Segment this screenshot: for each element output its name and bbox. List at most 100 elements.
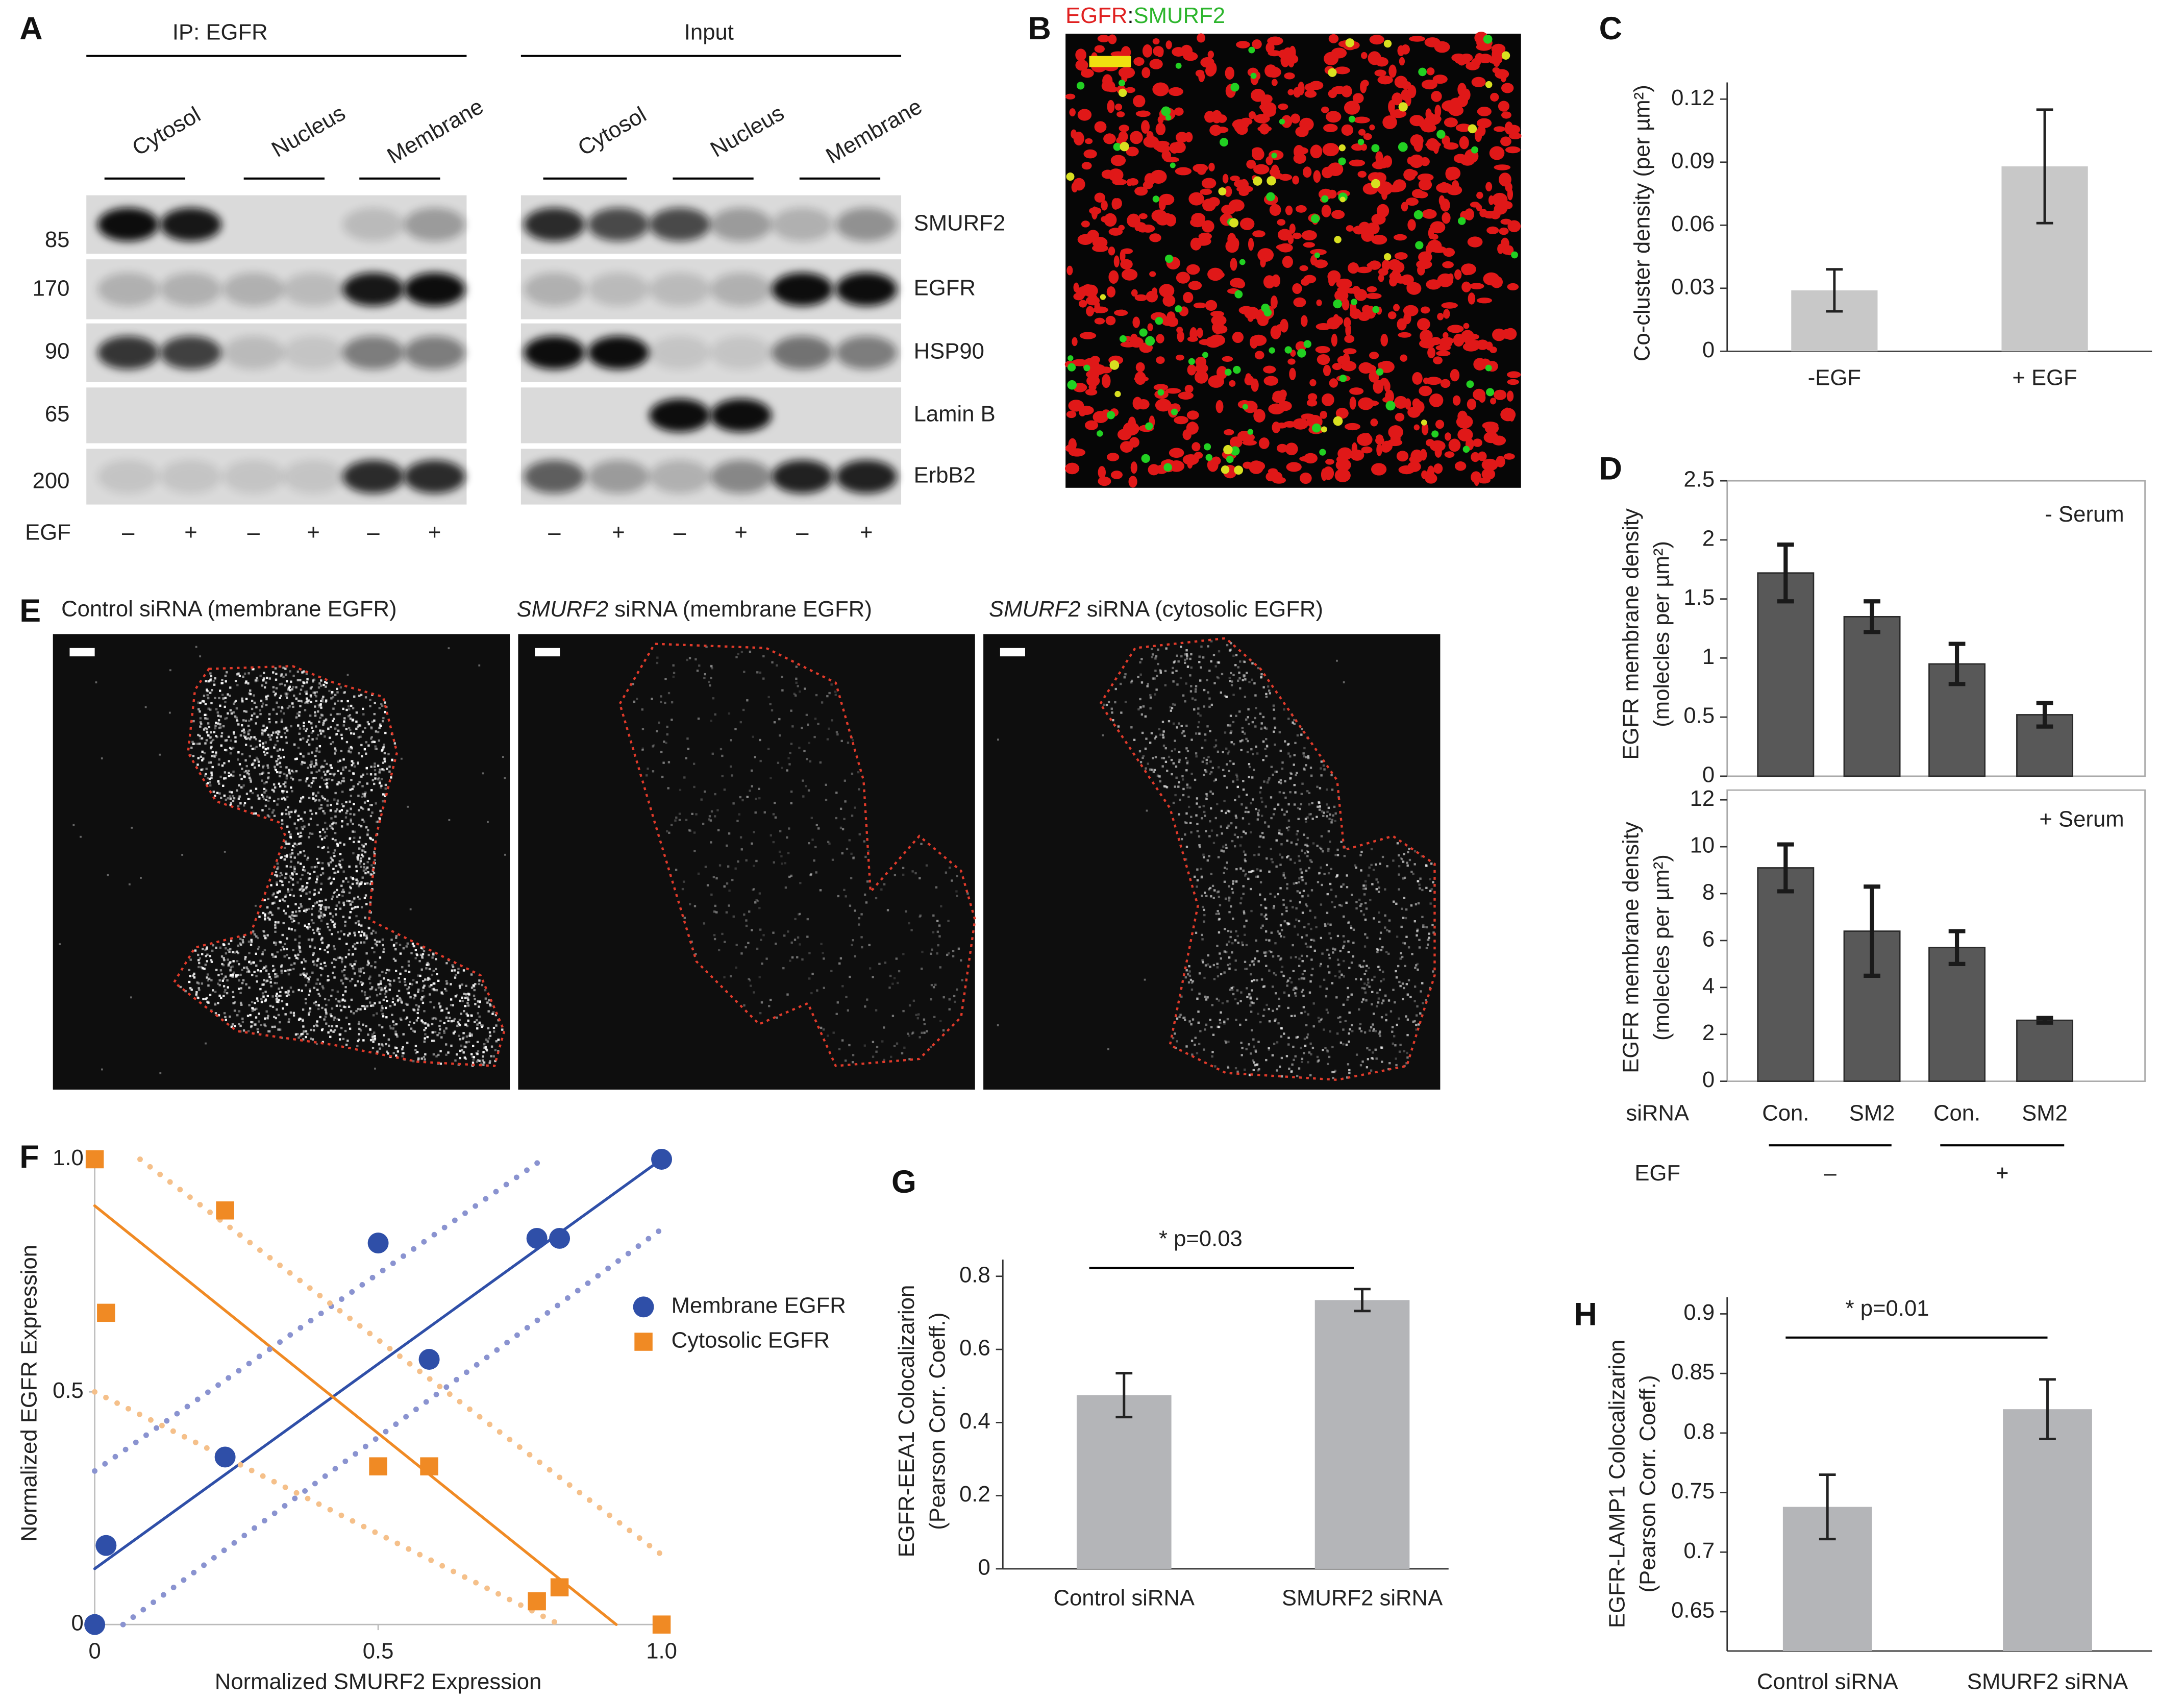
speckle — [294, 939, 296, 941]
red-spot — [1119, 125, 1129, 132]
speckle — [361, 844, 363, 846]
red-spot — [1477, 126, 1486, 136]
speckle — [287, 969, 289, 971]
speckle — [775, 817, 777, 819]
speckle — [323, 1018, 325, 1020]
speckle — [781, 689, 783, 691]
treatment-sign: + — [307, 520, 320, 545]
speckle — [235, 680, 237, 682]
red-spot — [1112, 179, 1127, 185]
speckle — [1201, 934, 1203, 936]
speckle — [226, 671, 228, 673]
red-spot — [1289, 224, 1296, 234]
speckle — [781, 676, 783, 678]
speckle — [845, 996, 847, 998]
green-spot — [1511, 252, 1518, 259]
green-spot — [1385, 401, 1395, 410]
red-spot — [1433, 75, 1448, 84]
speckle — [1301, 1061, 1303, 1063]
red-spot — [1443, 309, 1450, 318]
speckle — [410, 952, 412, 954]
speckle — [733, 916, 735, 918]
speckle — [239, 1025, 241, 1027]
speckle — [358, 1028, 360, 1030]
speckle — [952, 950, 954, 952]
speckle — [1253, 979, 1255, 981]
speckle — [1298, 1067, 1300, 1069]
speckle — [1314, 950, 1316, 952]
speckle — [319, 835, 321, 837]
red-spot — [1075, 60, 1088, 71]
speckle — [334, 1029, 336, 1031]
speckle — [1186, 762, 1188, 764]
speckle — [306, 691, 308, 693]
speckle — [274, 982, 276, 984]
speckle — [394, 742, 396, 744]
red-spot — [1445, 167, 1456, 180]
speckle — [721, 755, 723, 757]
red-spot — [1111, 471, 1123, 479]
speckle — [233, 731, 235, 733]
speckle — [1309, 1074, 1311, 1076]
speckle — [1232, 655, 1234, 657]
red-spot — [1143, 136, 1159, 147]
speckle — [211, 689, 213, 691]
speckle — [762, 677, 764, 679]
speckle — [303, 825, 305, 827]
speckle — [259, 740, 261, 742]
speckle — [290, 786, 292, 789]
green-spot — [1145, 422, 1153, 430]
speckle — [1327, 848, 1329, 850]
speckle — [326, 782, 328, 784]
speckle — [796, 666, 798, 668]
speckle — [1265, 755, 1267, 757]
speckle — [299, 679, 301, 681]
speckle — [209, 781, 211, 783]
speckle — [1367, 981, 1369, 983]
speckle — [452, 966, 454, 968]
speckle — [1379, 938, 1381, 940]
speckle — [1309, 980, 1311, 982]
speckle — [354, 948, 356, 950]
red-spot — [1098, 466, 1106, 479]
speckle — [328, 1025, 330, 1027]
speckle — [357, 906, 359, 908]
speckle — [949, 1008, 951, 1010]
speckle — [1184, 659, 1186, 661]
speckle — [852, 1061, 854, 1063]
speckle — [1286, 1055, 1288, 1057]
speckle — [1273, 972, 1275, 974]
speckle — [262, 912, 264, 914]
speckle — [324, 836, 326, 839]
speckle — [310, 818, 312, 820]
speckle — [1261, 801, 1263, 803]
speckle — [380, 982, 382, 984]
speckle — [1301, 1058, 1303, 1060]
speckle — [322, 766, 325, 768]
speckle — [348, 1023, 350, 1025]
speckle — [289, 670, 291, 672]
red-spot — [1494, 390, 1506, 400]
speckle — [258, 916, 260, 918]
red-spot — [1304, 453, 1318, 464]
speckle — [317, 928, 319, 930]
speckle — [1283, 992, 1285, 994]
speckle — [786, 993, 788, 995]
speckle — [872, 976, 874, 978]
speckle — [1217, 966, 1219, 968]
speckle — [241, 982, 243, 984]
speckle — [1251, 960, 1253, 963]
red-spot — [1239, 179, 1249, 193]
speckle — [316, 901, 318, 903]
speckle — [306, 678, 308, 680]
speckle — [257, 948, 259, 950]
red-spot — [1441, 379, 1451, 388]
speckle — [251, 939, 253, 941]
speckle — [785, 886, 787, 889]
speckle — [827, 1034, 829, 1037]
speckle — [939, 966, 941, 968]
speckle — [326, 923, 328, 925]
speckle — [1244, 961, 1246, 963]
red-spot — [1443, 248, 1455, 257]
speckle — [477, 1012, 479, 1014]
